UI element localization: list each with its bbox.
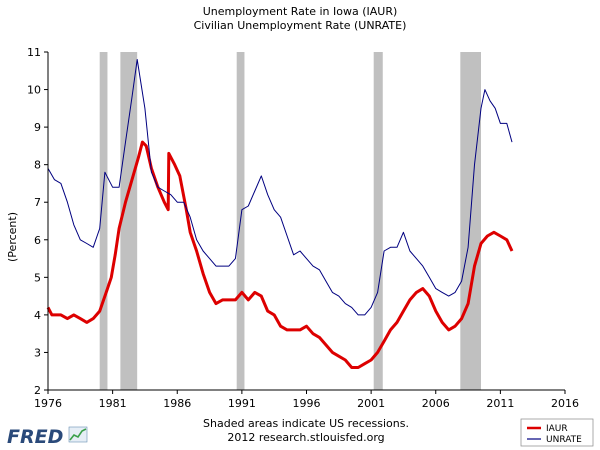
series-line-unrate [47, 59, 513, 316]
y-tick-label-7: 9 [34, 121, 41, 134]
x-tick-label-0: 1976 [34, 397, 62, 410]
recession-band-1 [120, 52, 138, 390]
x-axis-ticks: 1976 1981 1986 1991 1996 2001 2006 2011 2016 [34, 390, 579, 410]
y-tick-label-0: 2 [34, 384, 41, 397]
footer-source: 2012 research.stlouisfed.org [227, 431, 384, 444]
chart-title: Unemployment Rate in Iowa (IAUR) [203, 5, 398, 18]
fred-logo-chart-icon [68, 426, 88, 443]
y-tick-label-8: 10 [27, 84, 41, 97]
y-tick-label-2: 4 [34, 309, 41, 322]
series-line-iaur [46, 140, 514, 369]
y-tick-label-4: 6 [34, 234, 41, 247]
y-axis-ticks: 2 3 4 5 6 7 8 9 10 11 [27, 46, 48, 397]
fred-logo: FRED [7, 426, 88, 448]
x-tick-label-3: 1991 [228, 397, 256, 410]
recession-band-3 [373, 52, 383, 390]
x-tick-label-8: 2016 [551, 397, 579, 410]
x-tick-label-5: 2001 [357, 397, 385, 410]
legend-label-unrate: UNRATE [546, 435, 582, 445]
y-axis-label: (Percent) [6, 212, 19, 262]
footer-recession-note: Shaded areas indicate US recessions. [203, 417, 409, 430]
series-lines [46, 59, 514, 369]
legend-label-iaur: IAUR [546, 424, 568, 434]
x-tick-label-7: 2011 [486, 397, 514, 410]
x-tick-label-2: 1986 [163, 397, 191, 410]
fred-logo-text: FRED [7, 426, 63, 448]
y-tick-label-1: 3 [34, 346, 41, 359]
recession-band-4 [460, 52, 481, 390]
y-tick-label-6: 8 [34, 159, 41, 172]
y-tick-label-9: 11 [27, 46, 41, 59]
x-tick-label-6: 2006 [422, 397, 450, 410]
recession-bands [99, 52, 481, 390]
x-tick-label-4: 1996 [293, 397, 321, 410]
recession-band-0 [99, 52, 108, 390]
chart-subtitle: Civilian Unemployment Rate (UNRATE) [194, 19, 407, 32]
legend-box [520, 418, 594, 447]
y-tick-label-5: 7 [34, 196, 41, 209]
y-tick-label-3: 5 [34, 271, 41, 284]
x-tick-label-1: 1981 [99, 397, 127, 410]
